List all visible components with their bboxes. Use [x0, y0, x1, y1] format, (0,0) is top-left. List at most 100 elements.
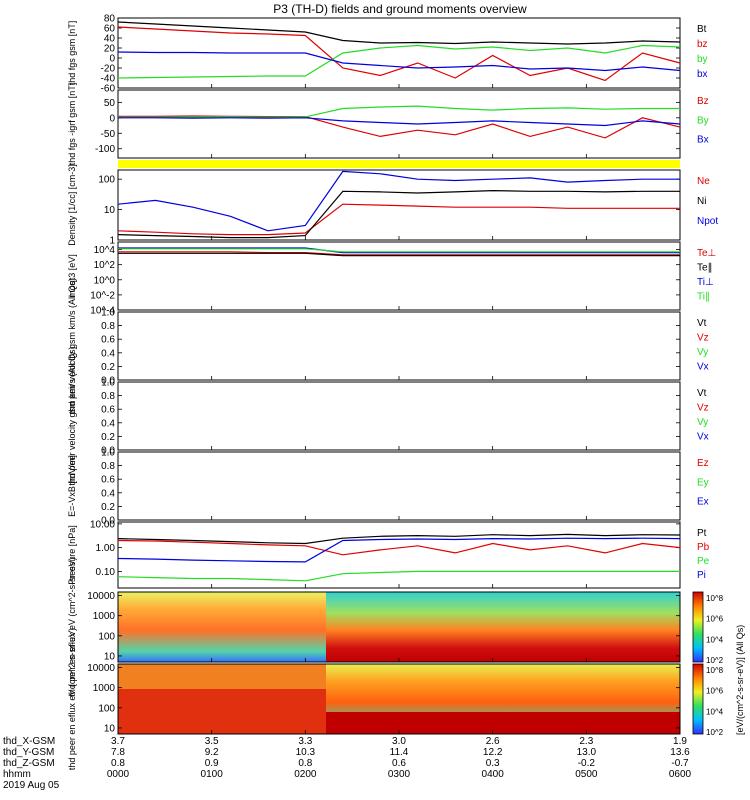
y-tick-label: 0.6	[101, 335, 115, 346]
series-line-Pb	[117, 539, 681, 556]
y-tick-label: -50	[101, 129, 116, 140]
y-tick-label: 0.4	[101, 348, 115, 359]
time-axis-value: 12.2	[483, 747, 503, 758]
panel-3: moqt3 [eV] 10^4 10^2 10^0 10^-2 10^-4 Te⊥ Te∥ Ti…	[67, 241, 716, 317]
y-tick-label: 0.8	[101, 321, 115, 332]
legend-Vy: Vy	[697, 417, 708, 428]
series-line-Bz	[118, 115, 681, 139]
time-axis-value: 1.9	[673, 736, 687, 747]
time-axis-value: 2.6	[486, 736, 500, 747]
y-tick-label: 0.4	[101, 488, 115, 499]
y-tick-label: 1.00	[96, 543, 116, 554]
y-tick-label: 1.0	[101, 378, 115, 389]
legend-Ne: Ne	[697, 176, 710, 187]
y-tick-label: -60	[101, 84, 116, 95]
panel-4: thd peir velocity gsm km/s (All Qs) 1.00.…	[67, 278, 709, 414]
time-axis-rowname: thd_Z-GSM	[3, 758, 55, 769]
legend-Ti∥: Ti∥	[697, 292, 710, 303]
y-tick-label: 10^2	[94, 260, 116, 271]
panel-1: thd fgs -igrf gsm [nT] 50 0 -50 -100 Bz By Bx	[67, 83, 709, 166]
series-line-by	[117, 44, 681, 79]
y-tick-label: 0.6	[101, 405, 115, 416]
y-tick-label: 100	[98, 175, 115, 186]
time-axis-value: 3.5	[205, 736, 219, 747]
plot-title: P3 (TH-D) fields and ground moments over…	[273, 2, 527, 16]
series-line-bz	[117, 26, 681, 82]
legend-Vx: Vx	[697, 362, 709, 373]
legend-bx: bx	[697, 69, 708, 80]
colorbar-electron	[692, 663, 704, 735]
series-line-Te⊥	[118, 251, 680, 256]
legend-Ti⊥: Ti⊥	[697, 277, 714, 288]
colorbar-tick-label: 10^8	[706, 594, 724, 603]
y-tick-label: 40	[104, 34, 116, 45]
series-line-Pt	[117, 533, 681, 545]
time-axis-value: 0300	[388, 769, 411, 780]
y-tick-label: 0.4	[101, 418, 115, 429]
legend-Bt: Bt	[697, 24, 707, 35]
time-axis-value: 10.3	[296, 747, 316, 758]
y-tick-label: 10	[104, 651, 116, 662]
time-axis-value: 13.6	[670, 747, 690, 758]
y-tick-label: 20	[104, 44, 116, 55]
time-axis-value: -0.2	[578, 758, 596, 769]
y-tick-label: 60	[104, 24, 116, 35]
y-tick-label: 1000	[93, 683, 116, 694]
legend-By: By	[697, 115, 709, 126]
time-axis-rowname: thd_X-GSM	[3, 736, 55, 747]
y-tick-label: 10000	[87, 663, 115, 674]
y-tick-label: 1.0	[101, 448, 115, 459]
series-line-Ti⊥	[118, 247, 680, 254]
y-tick-label: -40	[101, 74, 116, 85]
colorbar-tick-label: 10^2	[706, 728, 724, 737]
colorbar-label: [eV/(cm^2-s-sr-eV)] (All Qs)	[735, 625, 745, 735]
time-axis-value: 3.0	[392, 736, 406, 747]
legend-Ex: Ex	[697, 497, 709, 508]
y-tick-label: 0.8	[101, 461, 115, 472]
panel-ylabel: E=-VxB [mV/m]	[67, 455, 77, 517]
legend-Vz: Vz	[697, 403, 709, 414]
panel-6: E=-VxB [mV/m] 1.0 0.8 0.6 0.4 0.2 0.0 Ez Ey Ex	[67, 448, 709, 527]
legend-Pt: Pt	[697, 528, 707, 539]
legend-Vy: Vy	[697, 347, 708, 358]
time-axis-value: 0500	[575, 769, 598, 780]
panel-7: Pressure [nPa] 10.00 1.00 0.10 Pt Pb Pe Pi	[67, 519, 710, 589]
time-axis-rowname: thd_Y-GSM	[3, 747, 54, 758]
time-axis-value: 3.3	[298, 736, 312, 747]
y-tick-label: 10^-2	[90, 290, 115, 301]
legend-Ey: Ey	[697, 477, 709, 488]
series-line-Te∥	[118, 252, 680, 257]
legend-Pb: Pb	[697, 542, 710, 553]
y-tick-label: 1	[109, 236, 115, 247]
series-line-bx	[117, 51, 681, 72]
colorbar-tick-label: 10^8	[706, 666, 724, 675]
panel-frame	[117, 311, 681, 381]
colorbar-tick-label: 10^6	[706, 615, 724, 624]
time-axis-value: 9.2	[205, 747, 219, 758]
status-bar	[118, 160, 680, 168]
time-axis-value: 0.6	[392, 758, 406, 769]
legend-Bx: Bx	[697, 135, 709, 146]
legend-Vt: Vt	[697, 388, 707, 399]
series-line-Ni	[117, 189, 680, 239]
legend-Pi: Pi	[697, 570, 706, 581]
panel-frame	[117, 89, 681, 159]
panel-ylabel: thd fgs -igrf gsm [nT]	[67, 83, 77, 166]
y-tick-label: 0.2	[101, 362, 115, 373]
y-tick-label: 0.0	[101, 446, 115, 457]
time-axis-value: 0.9	[205, 758, 219, 769]
time-axis-value: 0.8	[111, 758, 125, 769]
y-tick-label: 10^0	[94, 275, 116, 286]
y-tick-label: 0	[109, 54, 115, 65]
legend-Te⊥: Te⊥	[697, 248, 716, 259]
time-axis-value: 0600	[669, 769, 692, 780]
y-tick-label: 0.10	[96, 567, 116, 578]
legend-bz: bz	[697, 39, 708, 50]
time-axis-rowname: hhmm	[3, 769, 31, 780]
y-tick-label: 10.00	[90, 519, 115, 530]
y-tick-label: 1000	[93, 611, 116, 622]
series-line-By	[118, 105, 680, 118]
time-axis-value: 13.0	[577, 747, 597, 758]
y-tick-label: -100	[95, 144, 115, 155]
